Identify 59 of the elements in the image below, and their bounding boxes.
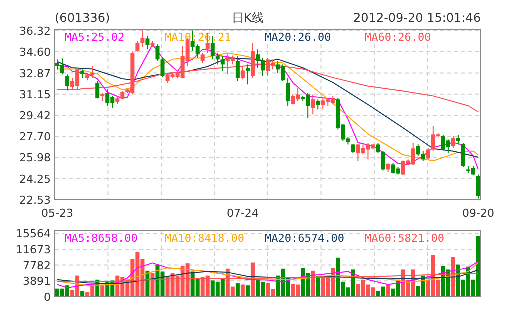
candlestick [311,94,316,116]
text: MA5:25.02 [65,31,125,44]
candlestick [136,40,140,52]
y-tick-label: 24.25 [20,172,51,186]
candlestick [156,44,160,62]
text: MA60:26.00 [365,31,432,44]
y-tick-label: 7782 [23,259,51,272]
candlestick [160,57,165,78]
candlestick [461,142,466,168]
y-tick-label: 15564 [16,228,51,241]
bar [240,284,245,297]
candlestick [260,57,265,77]
y-tick-label: 32.87 [20,67,51,80]
bar [386,285,390,297]
y-tick-label: 34.60 [20,46,51,60]
y-tick-label: 22.53 [20,194,51,207]
text: 2012-09-20 15:01:46 [354,11,481,25]
candlestick [476,174,480,200]
chart-title: 日K线 [232,11,264,25]
candlestick [216,52,220,66]
series-label: MA20:26.00 [265,31,332,44]
candlestick [220,56,225,72]
bar [246,286,250,297]
candlestick [200,52,205,64]
bar [236,284,240,297]
candlestick [456,134,460,146]
text: MA10:8418.00 [165,232,244,245]
y-tick-label: 11673 [16,243,51,256]
x-tick-label: 07-24 [226,207,259,220]
x-tick-label: 09-20 [462,207,494,220]
bar [316,276,320,297]
candlestick [286,78,290,107]
bar [146,270,150,297]
candlestick [381,150,386,172]
candlestick [351,143,356,154]
candlestick [236,56,240,82]
candlestick [140,30,145,48]
candlestick [146,36,150,50]
candlestick [96,80,100,100]
text: (601336) [55,11,110,25]
series-label: MA5:8658.00 [65,232,138,245]
y-tick-label: 36.32 [20,24,51,38]
text: MA60:5821.00 [365,232,444,245]
candlestick [426,148,430,160]
candlestick [316,99,320,110]
y-tick-label: 29.42 [20,110,51,123]
y-tick-label: 27.70 [20,130,51,144]
candlestick [376,142,380,154]
x-tick-label: 05-23 [42,207,74,220]
candlestick [66,74,70,92]
candlestick [451,136,456,149]
y-tick-label: 31.15 [20,88,51,102]
y-tick-label: 0 [44,291,51,304]
bar [100,286,105,297]
y-tick-label: 25.98 [20,152,51,165]
text: MA20:6574.00 [265,232,344,245]
y-tick-label: 3891 [23,275,51,288]
candlestick [256,49,260,68]
candlestick [246,64,250,86]
